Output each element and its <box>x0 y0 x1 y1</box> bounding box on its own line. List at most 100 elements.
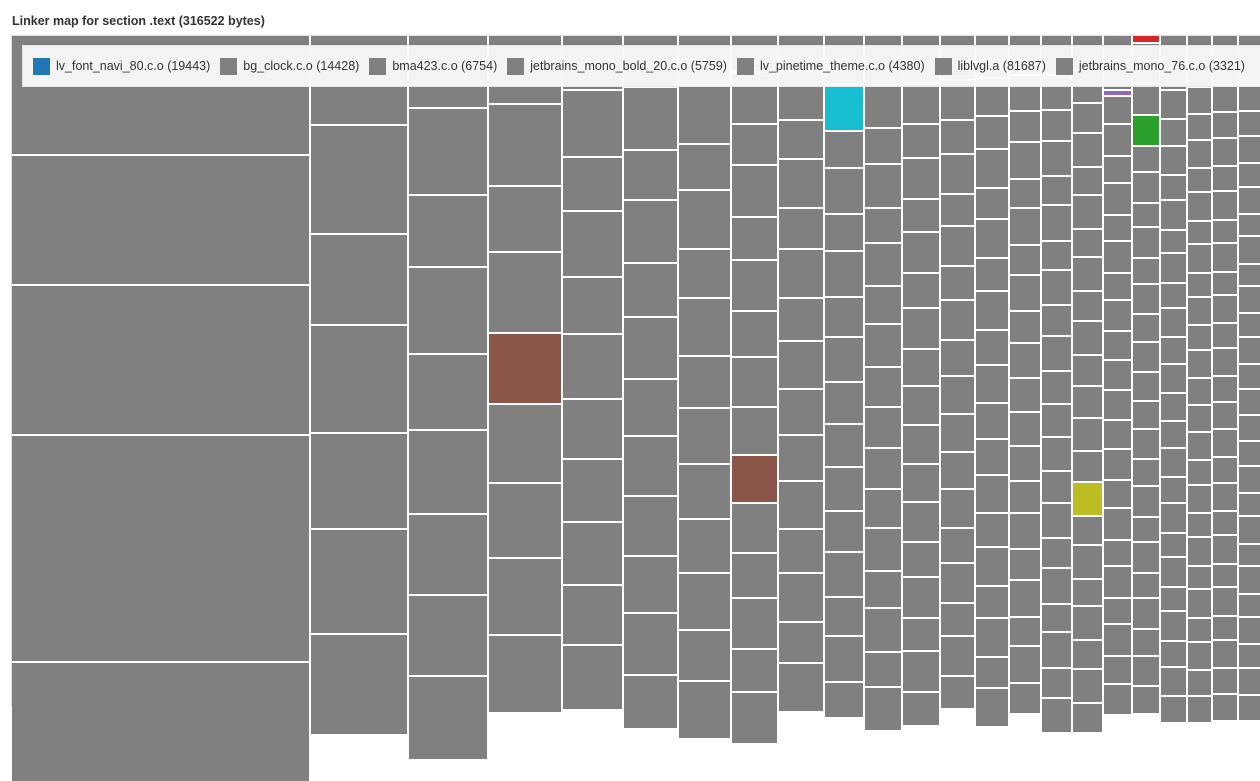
treemap-cell[interactable] <box>1133 84 1159 114</box>
treemap-cell[interactable] <box>12 286 309 434</box>
treemap-cell[interactable] <box>1133 487 1159 516</box>
treemap-cell[interactable] <box>1104 541 1131 565</box>
treemap-cell[interactable] <box>311 235 407 324</box>
treemap-cell[interactable] <box>1239 237 1260 263</box>
treemap-cell[interactable] <box>1073 641 1102 668</box>
treemap-cell[interactable] <box>1104 242 1131 272</box>
legend-item[interactable]: bma423.c.o (6754) <box>369 57 497 75</box>
treemap-cell[interactable] <box>1073 419 1102 450</box>
treemap-cell[interactable] <box>1188 326 1211 349</box>
treemap-cell[interactable] <box>1133 204 1159 226</box>
treemap-cell[interactable] <box>779 121 823 158</box>
treemap-cell[interactable] <box>1104 481 1131 507</box>
treemap-cell[interactable] <box>732 358 777 406</box>
treemap-cell[interactable] <box>1213 349 1237 375</box>
treemap-cell[interactable] <box>1104 216 1131 240</box>
treemap-cell[interactable] <box>865 209 901 242</box>
treemap-cell[interactable] <box>903 578 939 617</box>
treemap-cell[interactable] <box>1239 112 1260 135</box>
treemap-cell[interactable] <box>1042 206 1071 240</box>
treemap-cell[interactable] <box>1042 472 1071 502</box>
treemap-cell[interactable] <box>1073 196 1102 228</box>
treemap-cell[interactable] <box>1133 402 1159 428</box>
treemap-cell[interactable] <box>779 482 823 528</box>
treemap-cell[interactable] <box>1239 314 1260 336</box>
treemap-cell[interactable] <box>1073 580 1102 605</box>
treemap-cell[interactable] <box>1188 486 1211 512</box>
treemap-cell[interactable] <box>409 431 487 513</box>
treemap-cell[interactable] <box>1133 543 1159 572</box>
treemap-cell[interactable] <box>865 572 901 607</box>
treemap-cell[interactable] <box>563 335 622 398</box>
treemap-cell[interactable] <box>1133 147 1159 171</box>
treemap-cell[interactable] <box>1133 599 1159 628</box>
treemap-cell[interactable] <box>1042 605 1071 631</box>
treemap-cell[interactable] <box>865 129 901 163</box>
treemap-cell[interactable] <box>563 646 622 709</box>
treemap-cell[interactable] <box>1010 647 1040 682</box>
treemap-cell[interactable] <box>1161 309 1186 336</box>
treemap-cell[interactable] <box>1073 704 1102 732</box>
treemap-cell[interactable] <box>976 292 1008 329</box>
treemap-cell[interactable] <box>976 259 1008 290</box>
treemap-cell[interactable] <box>489 187 561 251</box>
treemap-cell[interactable] <box>1188 433 1211 459</box>
treemap-cell[interactable] <box>732 650 777 691</box>
treemap-cell[interactable] <box>409 355 487 429</box>
treemap-cell[interactable] <box>865 449 901 488</box>
treemap-cell[interactable] <box>1239 265 1260 285</box>
treemap-cell[interactable] <box>865 653 901 686</box>
treemap-cell[interactable] <box>409 196 487 266</box>
treemap-cell[interactable] <box>311 126 407 233</box>
treemap-cell[interactable] <box>489 334 561 403</box>
treemap-cell[interactable] <box>976 440 1008 474</box>
treemap-cell[interactable] <box>1188 538 1211 565</box>
treemap-cell[interactable] <box>976 587 1008 617</box>
treemap-cell[interactable] <box>865 165 901 207</box>
treemap-cell[interactable] <box>1133 657 1159 685</box>
treemap-cell[interactable] <box>1213 221 1237 242</box>
treemap-cell[interactable] <box>903 233 939 272</box>
treemap-cell[interactable] <box>1133 574 1159 597</box>
treemap-cell[interactable] <box>825 298 863 336</box>
treemap-cell[interactable] <box>1104 625 1131 655</box>
treemap-cell[interactable] <box>941 564 974 602</box>
treemap-cell[interactable] <box>1239 595 1260 616</box>
treemap-cell[interactable] <box>1073 387 1102 417</box>
treemap-cell[interactable] <box>976 366 1008 402</box>
treemap-cell[interactable] <box>825 132 863 167</box>
treemap-cell[interactable] <box>1239 338 1260 363</box>
treemap-cell[interactable] <box>1188 274 1211 296</box>
treemap-cell[interactable] <box>732 261 777 310</box>
treemap-cell[interactable] <box>1073 258 1102 290</box>
treemap-cell[interactable] <box>1073 452 1102 481</box>
treemap-cell[interactable] <box>1104 599 1131 623</box>
treemap-cell[interactable] <box>903 309 939 348</box>
treemap-cell[interactable] <box>1213 512 1237 534</box>
treemap-cell[interactable] <box>1239 669 1260 694</box>
treemap-cell[interactable] <box>825 338 863 381</box>
treemap-cell[interactable] <box>903 200 939 231</box>
treemap-cell[interactable] <box>563 460 622 521</box>
treemap-cell[interactable] <box>679 465 730 518</box>
treemap-cell[interactable] <box>1010 379 1040 411</box>
treemap-cell[interactable] <box>1073 517 1102 544</box>
treemap-cell[interactable] <box>1161 394 1186 420</box>
treemap-cell[interactable] <box>1188 461 1211 484</box>
treemap-cell[interactable] <box>409 515 487 594</box>
treemap-cell[interactable] <box>941 453 974 488</box>
treemap-cell[interactable] <box>624 614 677 674</box>
treemap-cell[interactable] <box>1239 494 1260 515</box>
treemap-cell[interactable] <box>1161 201 1186 229</box>
treemap-cell[interactable] <box>1161 558 1186 586</box>
treemap-cell[interactable] <box>1239 215 1260 235</box>
treemap-cell[interactable] <box>1188 590 1211 617</box>
treemap-cell[interactable] <box>976 189 1008 218</box>
treemap-cell[interactable] <box>679 520 730 572</box>
treemap-cell[interactable] <box>976 331 1008 364</box>
treemap-cell[interactable] <box>1073 322 1102 354</box>
treemap-cell[interactable] <box>1042 405 1071 436</box>
treemap-cell[interactable] <box>825 252 863 296</box>
treemap-cell[interactable] <box>1010 514 1040 548</box>
treemap-cell[interactable] <box>779 530 823 572</box>
